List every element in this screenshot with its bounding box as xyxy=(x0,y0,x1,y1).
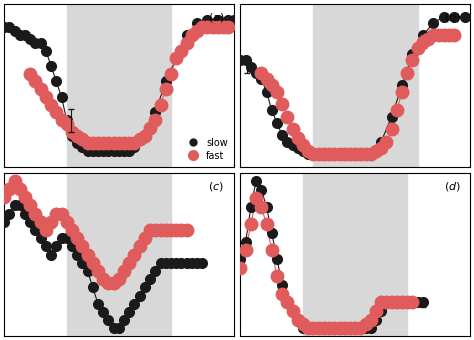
Bar xyxy=(313,4,418,167)
Text: $(b)$: $(b)$ xyxy=(444,11,461,24)
Bar xyxy=(67,173,171,336)
Bar xyxy=(303,173,407,336)
Bar xyxy=(67,4,171,167)
Text: $(d)$: $(d)$ xyxy=(444,180,461,193)
Text: $(c)$: $(c)$ xyxy=(209,180,224,193)
Legend: slow, fast: slow, fast xyxy=(182,137,228,162)
Text: $(a)$: $(a)$ xyxy=(208,11,224,24)
